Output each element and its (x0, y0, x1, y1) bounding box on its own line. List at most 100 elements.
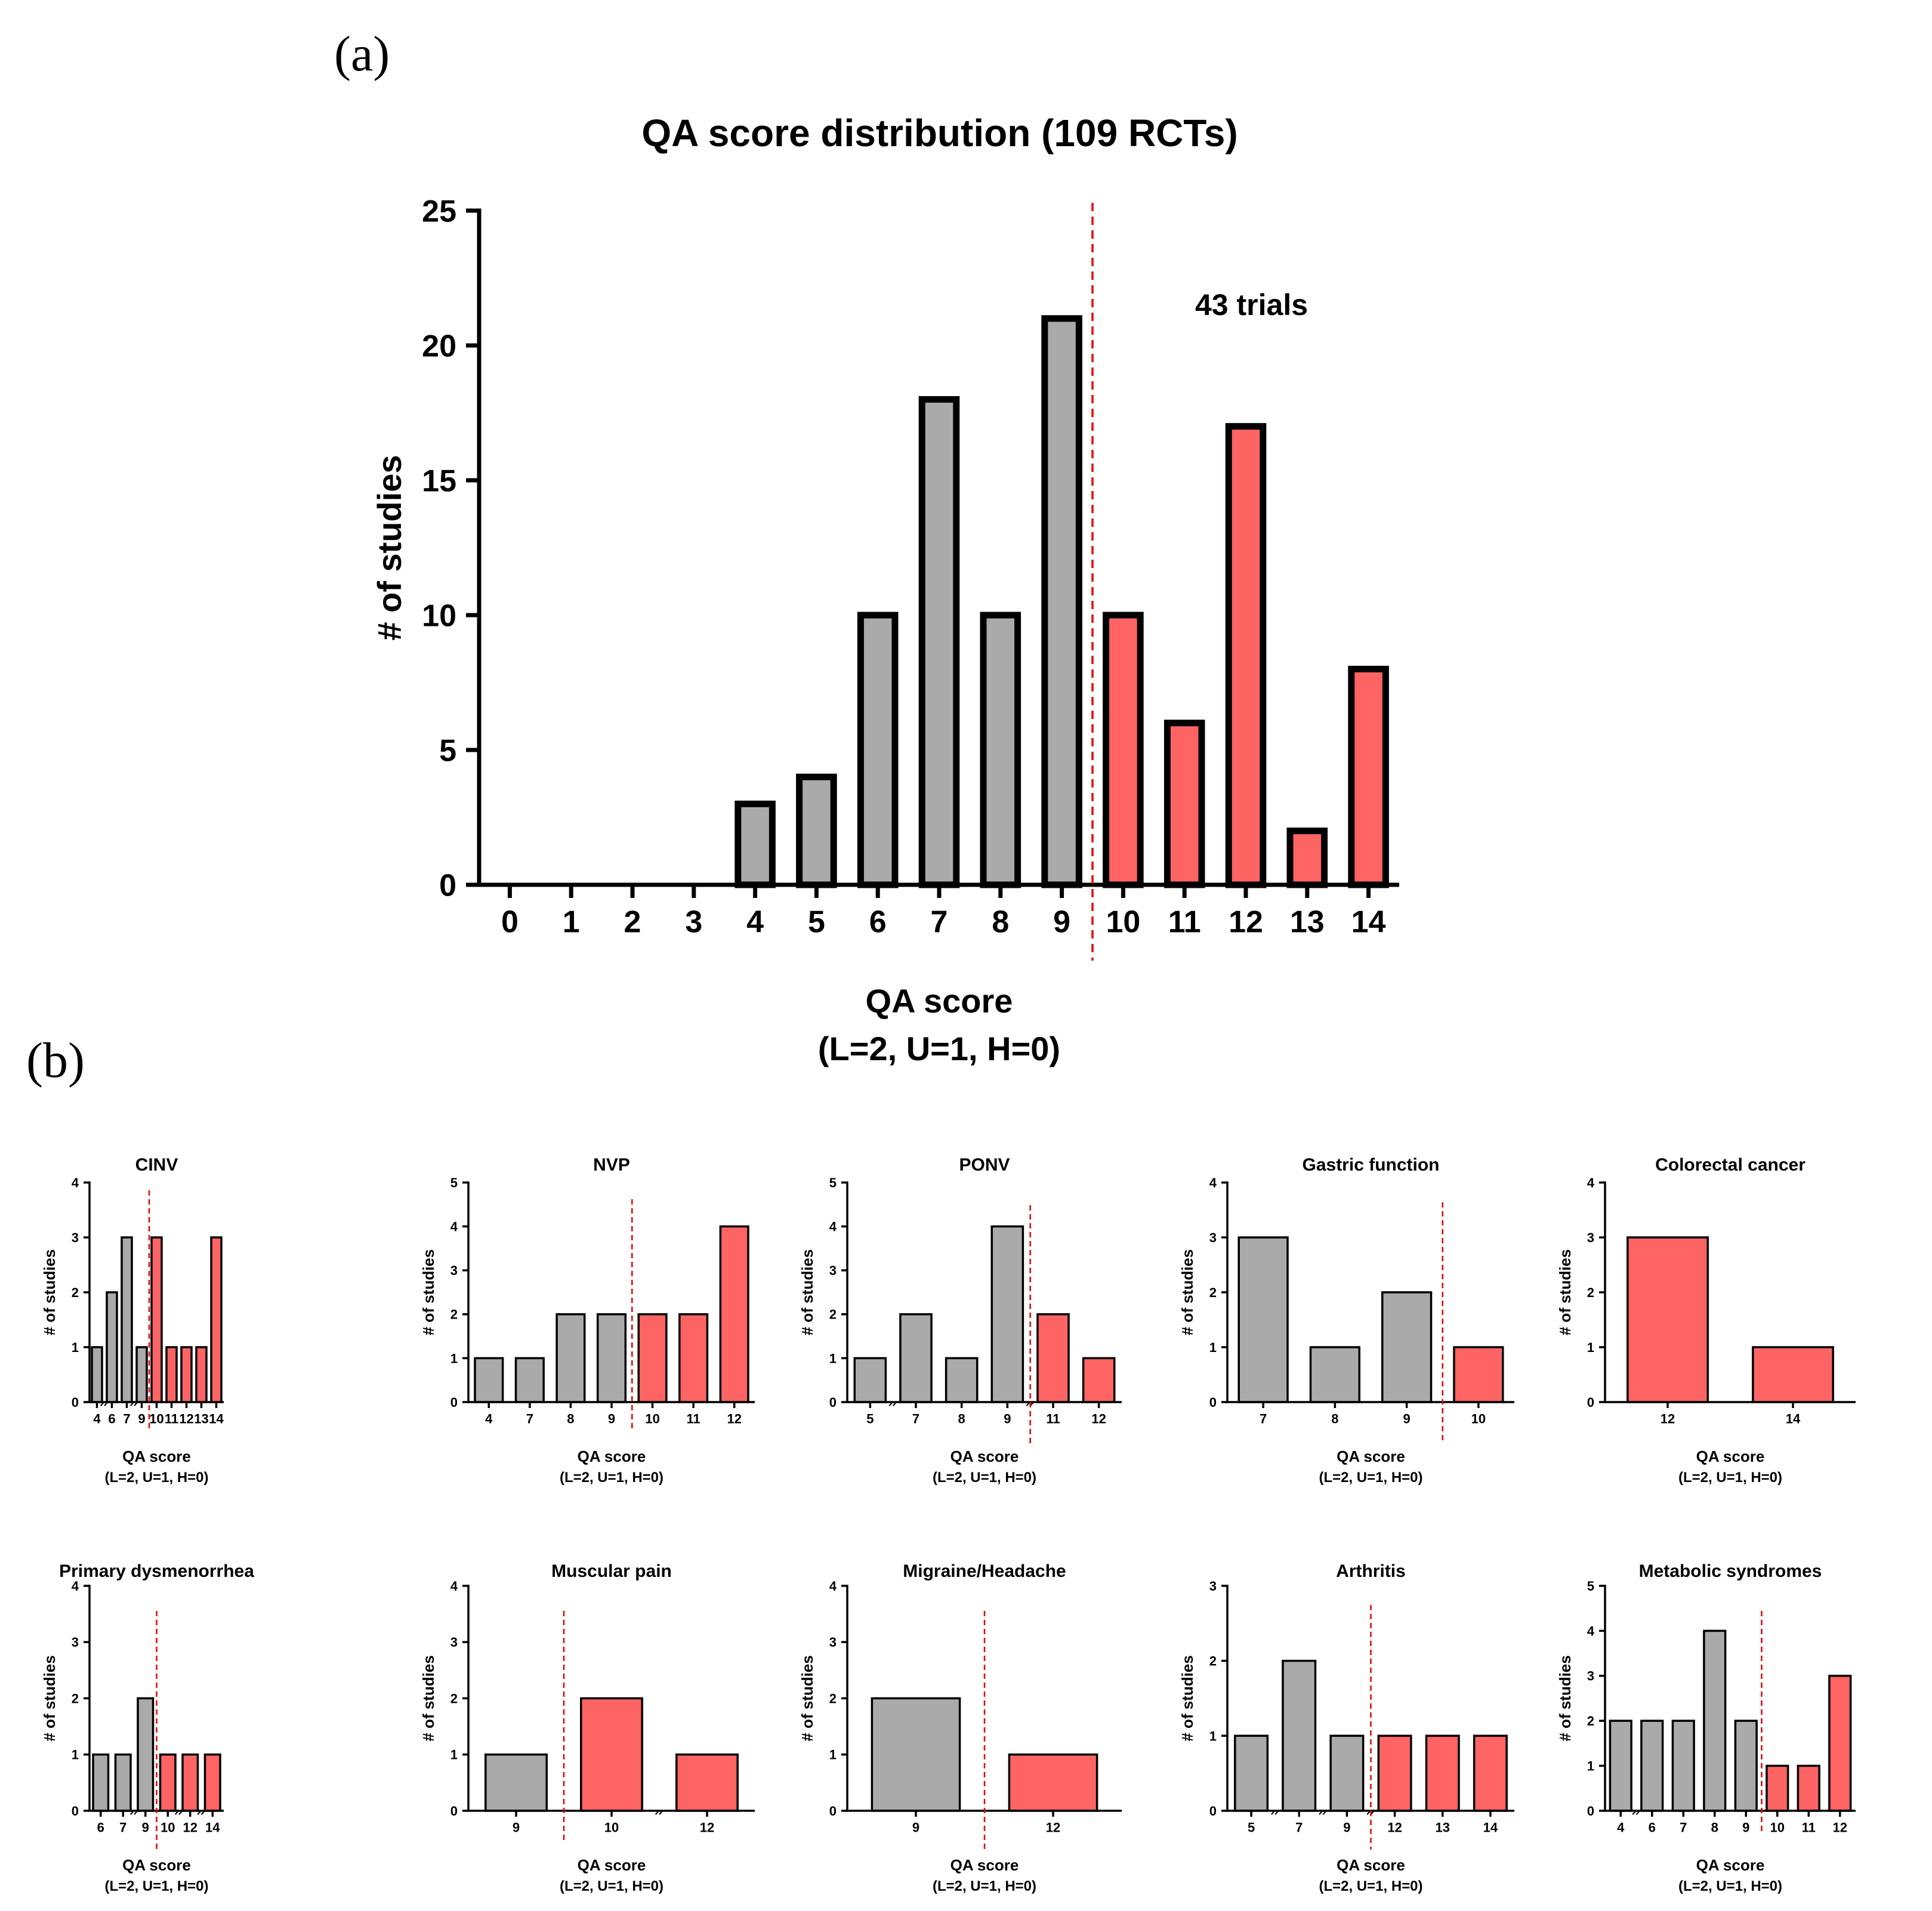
y-tick-label: 1 (450, 1748, 458, 1762)
y-axis-label: # of studies (41, 1249, 58, 1335)
axis-break-mark (892, 1401, 897, 1406)
y-tick-label: 4 (1209, 1175, 1217, 1190)
axis-break-mark (134, 1401, 139, 1406)
x-tick-label: 7 (526, 1412, 533, 1427)
x-tick-label: 14 (205, 1820, 220, 1835)
bar-4 (474, 1357, 504, 1403)
bar-12 (1828, 1675, 1852, 1812)
x-tick-label: 0 (501, 905, 519, 940)
bar-12 (1225, 423, 1267, 888)
bar-10 (150, 1236, 163, 1403)
x-axis-label-scoring: (L=2, U=1, H=0) (1678, 1469, 1782, 1486)
axis-break-mark (888, 1401, 894, 1406)
axis-break-mark (174, 1810, 180, 1815)
y-tick-label: 3 (829, 1263, 837, 1278)
x-axis-label: QA score (1337, 1856, 1405, 1874)
y-axis-label: # of studies (419, 1249, 437, 1335)
x-axis-label-scoring: (L=2, U=1, H=0) (560, 1878, 663, 1894)
axis-break-mark (134, 1810, 139, 1815)
y-tick-label: 0 (1209, 1804, 1217, 1819)
x-tick-label: 4 (485, 1412, 493, 1427)
x-axis-label-scoring: (L=2, U=1, H=0) (104, 1469, 208, 1486)
x-axis-label: QA score (1337, 1447, 1405, 1465)
y-tick-label: 2 (72, 1691, 79, 1706)
bar-12 (1008, 1753, 1098, 1812)
x-tick-label: 10 (604, 1820, 619, 1835)
bar-5 (853, 1357, 887, 1403)
bar-8 (980, 612, 1021, 888)
x-tick-label: 6 (97, 1820, 104, 1835)
x-axis-label-scoring: (L=2, U=1, H=0) (1319, 1469, 1422, 1486)
x-tick-label: 12 (1833, 1820, 1847, 1835)
bar-7 (1282, 1659, 1317, 1812)
bar-7 (514, 1357, 545, 1403)
bar-7 (1237, 1236, 1289, 1403)
y-tick-label: 0 (1587, 1804, 1594, 1819)
bar-10 (580, 1697, 643, 1812)
x-tick-label: 5 (808, 905, 825, 940)
y-tick-label: 0 (439, 869, 456, 903)
bar-10 (637, 1313, 668, 1403)
y-tick-label: 1 (1209, 1340, 1217, 1355)
y-axis-label: # of studies (798, 1249, 816, 1335)
x-tick-label: 10 (1106, 905, 1140, 940)
bar-9 (135, 1346, 148, 1403)
x-tick-label: 8 (1711, 1820, 1718, 1835)
y-tick-label: 1 (829, 1351, 837, 1366)
x-axis-label-scoring: (L=2, U=1, H=0) (104, 1878, 208, 1894)
bar-6 (92, 1753, 110, 1812)
y-axis-label: # of studies (41, 1655, 58, 1741)
bar-7 (121, 1236, 133, 1403)
x-tick-label: 11 (687, 1412, 700, 1427)
bar-9 (1329, 1734, 1365, 1812)
x-tick-label: 10 (645, 1412, 659, 1427)
axis-break-mark (104, 1401, 109, 1406)
chart-title: Colorectal cancer (1655, 1155, 1806, 1175)
x-tick-label: 14 (1351, 905, 1386, 940)
x-tick-label: 14 (1786, 1412, 1801, 1427)
x-tick-label: 9 (1343, 1820, 1350, 1835)
x-tick-label: 14 (209, 1412, 224, 1427)
x-tick-label: 1 (563, 905, 580, 940)
x-tick-label: 10 (1770, 1820, 1785, 1835)
chart-title: QA score distribution (109 RCTs) (641, 112, 1237, 155)
bar-14 (210, 1236, 223, 1403)
x-axis-label-scoring: (L=2, U=1, H=0) (1319, 1878, 1422, 1894)
x-axis-label: QA score (950, 1856, 1019, 1874)
y-tick-label: 1 (72, 1748, 79, 1762)
y-tick-label: 20 (422, 329, 456, 364)
x-tick-label: 8 (992, 905, 1009, 940)
x-tick-label: 14 (1483, 1820, 1498, 1835)
bar-9 (596, 1313, 627, 1403)
bar-6 (106, 1291, 118, 1403)
x-tick-label: 9 (608, 1412, 615, 1427)
bar-14 (1752, 1346, 1834, 1403)
bar-4 (91, 1346, 103, 1403)
x-tick-label: 13 (1436, 1820, 1450, 1835)
bar-11 (1036, 1313, 1070, 1403)
y-tick-label: 0 (829, 1395, 837, 1410)
x-axis-label: QA score (122, 1447, 191, 1465)
bar-8 (555, 1313, 586, 1403)
y-tick-label: 5 (829, 1175, 837, 1190)
x-axis-label-scoring: (L=2, U=1, H=0) (1678, 1878, 1782, 1894)
chart-title: Primary dysmenorrhea (59, 1561, 254, 1581)
y-tick-label: 3 (1587, 1230, 1594, 1245)
bar-9 (871, 1697, 961, 1812)
x-tick-label: 5 (866, 1412, 874, 1427)
x-tick-label: 9 (1004, 1412, 1011, 1427)
x-tick-label: 7 (119, 1820, 126, 1835)
x-tick-label: 10 (161, 1820, 175, 1835)
bar-5 (1234, 1734, 1269, 1812)
y-tick-label: 1 (72, 1340, 79, 1355)
chart-gastric: Gastric function 0 1 2 3 4 7 8 9 10 QA score (L=2, … (1178, 1155, 1514, 1486)
chart-main: QA score distribution (109 RCTs)05101520… (371, 112, 1399, 1067)
bar-14 (203, 1753, 221, 1812)
chart-title: Migraine/Headache (903, 1561, 1066, 1581)
x-tick-label: 9 (138, 1412, 145, 1427)
chart-title: Muscular pain (551, 1561, 672, 1581)
y-tick-label: 4 (1587, 1175, 1595, 1190)
y-tick-label: 3 (450, 1635, 458, 1650)
